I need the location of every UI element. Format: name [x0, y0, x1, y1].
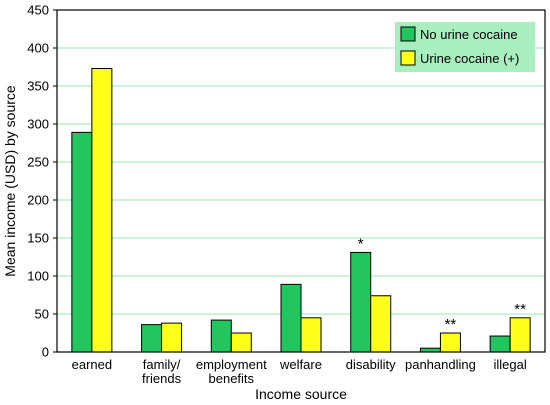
legend: No urine cocaine Urine cocaine (+) [395, 22, 535, 72]
y-tick-label: 250 [27, 155, 49, 170]
bar [71, 131, 93, 353]
x-tick-label: employment benefits [196, 357, 267, 386]
plot-frame [56, 9, 546, 353]
x-tick-label: illegal [494, 357, 527, 372]
bar [210, 319, 232, 353]
axes [53, 9, 546, 353]
y-tick-label: 450 [27, 3, 49, 18]
legend-label: No urine cocaine [420, 27, 518, 42]
y-tick-label: 100 [27, 269, 49, 284]
legend-box [395, 22, 535, 72]
x-tick-label: earned [72, 357, 112, 372]
bar [161, 322, 183, 353]
x-tick-label: welfare [279, 357, 322, 372]
bar [350, 251, 372, 353]
significance-marker: * [358, 235, 364, 252]
y-tick-label: 300 [27, 117, 49, 132]
bar [280, 283, 302, 353]
legend-swatch [400, 26, 416, 42]
y-tick-label: 200 [27, 193, 49, 208]
significance-marker: ** [445, 316, 457, 333]
significance-marker: ** [514, 301, 526, 318]
bar [509, 317, 531, 353]
bar [91, 68, 113, 353]
significance-annotations: ***** [358, 235, 526, 333]
bar [141, 324, 163, 353]
y-tick-label: 400 [27, 41, 49, 56]
y-tick-label: 350 [27, 79, 49, 94]
bar [439, 332, 461, 353]
x-tick-label: disability [346, 357, 396, 372]
bar [370, 295, 392, 353]
y-tick-label: 50 [35, 307, 49, 322]
x-tick-label: panhandling [405, 357, 476, 372]
y-tick-label: 0 [42, 345, 49, 360]
legend-label: Urine cocaine (+) [420, 51, 519, 66]
tick-labels: 0 50 100 150 200 250 300 350 400 450 earned family/… [27, 3, 527, 387]
x-axis-title: Income source [255, 386, 347, 402]
bar [230, 332, 252, 353]
legend-swatch [400, 50, 416, 66]
bars [71, 68, 531, 353]
bar [489, 335, 511, 353]
y-tick-label: 150 [27, 231, 49, 246]
bar [300, 317, 322, 353]
x-tick-label: family/friends [142, 357, 182, 386]
y-axis-title: Mean income (USD) by source [2, 85, 18, 277]
